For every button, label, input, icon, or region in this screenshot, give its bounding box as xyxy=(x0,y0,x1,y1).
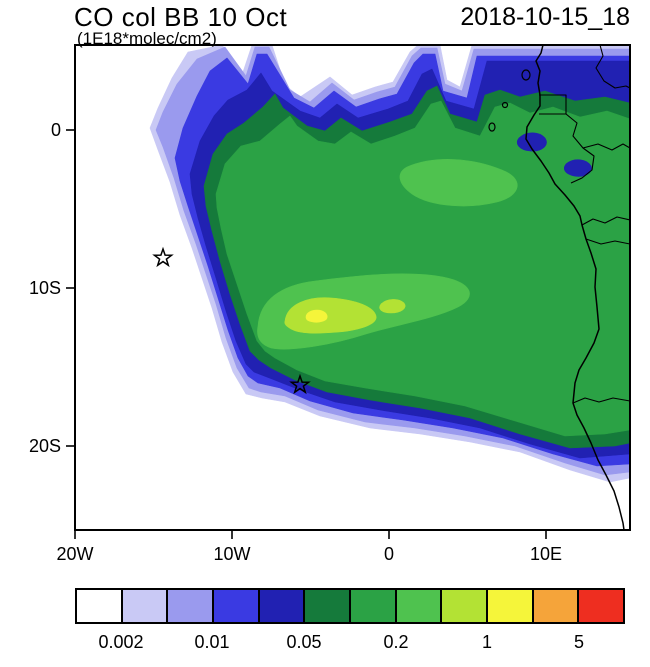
colorbar-tick-label: 0.2 xyxy=(383,632,409,652)
x-tick-label: 0 xyxy=(384,544,394,564)
y-tick-label: 0 xyxy=(51,120,61,140)
colorbar-cell xyxy=(122,590,169,622)
y-tick-label: 10S xyxy=(29,278,61,298)
colorbar-cell xyxy=(351,590,397,622)
colorbar-tick-label: 0.002 xyxy=(98,632,144,652)
colorbar-cell xyxy=(259,590,306,622)
contour-ge-0.5-a xyxy=(284,297,377,334)
colorbar-cell xyxy=(214,590,260,622)
colorbar-cell xyxy=(168,590,215,622)
coastline xyxy=(525,45,625,530)
colorbar-tick-label: 1 xyxy=(481,632,493,652)
contour-ge-0.1 xyxy=(215,100,630,437)
colorbar-cell xyxy=(488,590,534,622)
colorbar xyxy=(75,588,625,624)
contour-ge-1 xyxy=(305,309,328,323)
x-tick-label: 10W xyxy=(213,544,250,564)
colorbar-cell xyxy=(533,590,580,622)
map-frame xyxy=(74,44,631,531)
map-field xyxy=(149,45,630,530)
colorbar-tick-label: 0.01 xyxy=(194,632,230,652)
island-outline xyxy=(488,122,496,132)
country-border xyxy=(565,113,595,184)
contour-navy-patch-1 xyxy=(516,132,547,152)
map-plot: 20W 10W 0 10E 0 10S 20S xyxy=(29,44,631,564)
x-tick-label: 20W xyxy=(56,544,93,564)
x-tick-label: 10E xyxy=(530,544,562,564)
colorbar-tick-label: 0.05 xyxy=(286,632,322,652)
country-border xyxy=(581,216,630,226)
colorbar-cell xyxy=(442,590,489,622)
plot-timestamp: 2018-10-15_18 xyxy=(460,3,630,31)
contour-ge-0.5-b xyxy=(379,299,406,314)
station-star-marker xyxy=(152,246,174,268)
station-star-marker xyxy=(289,373,311,395)
country-border xyxy=(582,143,630,151)
country-border xyxy=(595,45,630,89)
colorbar-tick-label: 5 xyxy=(573,632,585,652)
plot-title: CO col BB 10 Oct xyxy=(74,2,288,32)
colorbar-cell xyxy=(77,590,123,622)
y-tick-label: 20S xyxy=(29,436,61,456)
colorbar-cell xyxy=(396,590,443,622)
island-outline xyxy=(521,69,531,81)
country-border xyxy=(572,397,630,404)
country-border xyxy=(539,94,567,115)
colorbar-cell xyxy=(579,590,624,622)
plot-units-label: (1E18*molec/cm2) xyxy=(77,29,217,48)
contour-ge-0.2-b xyxy=(399,159,518,207)
colorbar-cell xyxy=(305,590,352,622)
island-outline xyxy=(501,101,509,109)
colorbar-labels: 0.002 0.01 0.05 0.2 1 5 xyxy=(75,632,625,656)
country-border xyxy=(585,238,630,245)
